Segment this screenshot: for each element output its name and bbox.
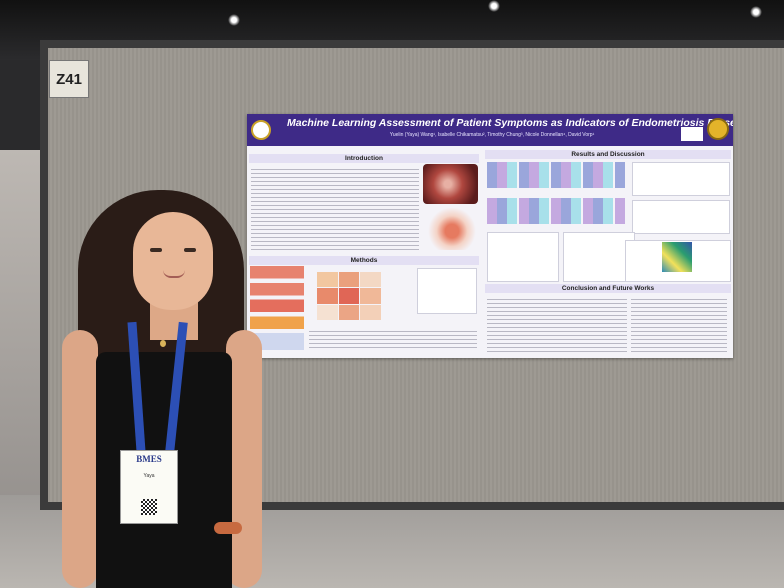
heatmap-cell xyxy=(317,272,338,288)
poster-title: Machine Learning Assessment of Patient S… xyxy=(287,117,733,129)
section-heading-introduction: Introduction xyxy=(249,154,479,163)
section-heading-methods: Methods xyxy=(249,256,479,265)
section-heading-results: Results and Discussion xyxy=(485,150,731,159)
person-right-eye xyxy=(184,248,196,252)
poster-header xyxy=(247,114,733,146)
heatmap-cell xyxy=(317,288,338,304)
person-left-eye xyxy=(150,248,162,252)
results-table-1 xyxy=(487,162,625,188)
necklace-pendant xyxy=(160,340,166,347)
results-roc-curve-1 xyxy=(487,232,559,282)
heatmap-cell xyxy=(360,288,381,304)
results-bar-chart-2 xyxy=(632,200,730,234)
ceiling-light xyxy=(750,6,762,18)
anatomy-illustration xyxy=(427,208,477,250)
heatmap-cell xyxy=(360,272,381,288)
institution-seal-logo xyxy=(707,118,729,140)
heatmap-cell xyxy=(338,288,360,304)
conclusion-text-left xyxy=(487,296,627,352)
conclusion-text-right xyxy=(631,296,727,352)
results-bar-chart-1 xyxy=(632,162,730,196)
section-heading-conclusion: Conclusion and Future Works xyxy=(485,284,731,293)
results-table-2 xyxy=(487,198,625,224)
methods-text xyxy=(309,328,477,350)
bracelet xyxy=(214,522,242,534)
heatmap-cell xyxy=(338,304,360,320)
ceiling-light xyxy=(228,14,240,26)
person-right-arm xyxy=(226,330,262,588)
research-poster: Machine Learning Assessment of Patient S… xyxy=(247,114,733,358)
lab-logo xyxy=(681,127,703,141)
heatmap-cell xyxy=(338,272,360,288)
methods-curve-chart xyxy=(417,268,477,314)
confusion-matrix xyxy=(662,242,692,272)
introduction-text xyxy=(251,166,419,252)
poster-authors: Yuelin (Yaya) Wang¹, Isabelle Chikamatsu… xyxy=(389,132,595,138)
badge-qr-code xyxy=(141,499,157,515)
heatmap-cell xyxy=(360,304,381,320)
person-left-arm xyxy=(62,330,98,588)
methods-heatmap xyxy=(317,272,381,320)
badge-name: Yaya xyxy=(143,473,155,479)
person-smile xyxy=(163,270,185,278)
booth-number-label: Z41 xyxy=(49,60,89,98)
badge-organization: BMES xyxy=(136,454,162,464)
university-seal-logo xyxy=(251,120,271,140)
person-face xyxy=(133,212,213,310)
name-badge: BMES Yaya xyxy=(120,450,178,524)
methods-flow-boxes xyxy=(250,266,304,350)
ceiling-light xyxy=(488,0,500,12)
heatmap-cell xyxy=(317,304,338,320)
endoscopy-image xyxy=(423,164,478,204)
